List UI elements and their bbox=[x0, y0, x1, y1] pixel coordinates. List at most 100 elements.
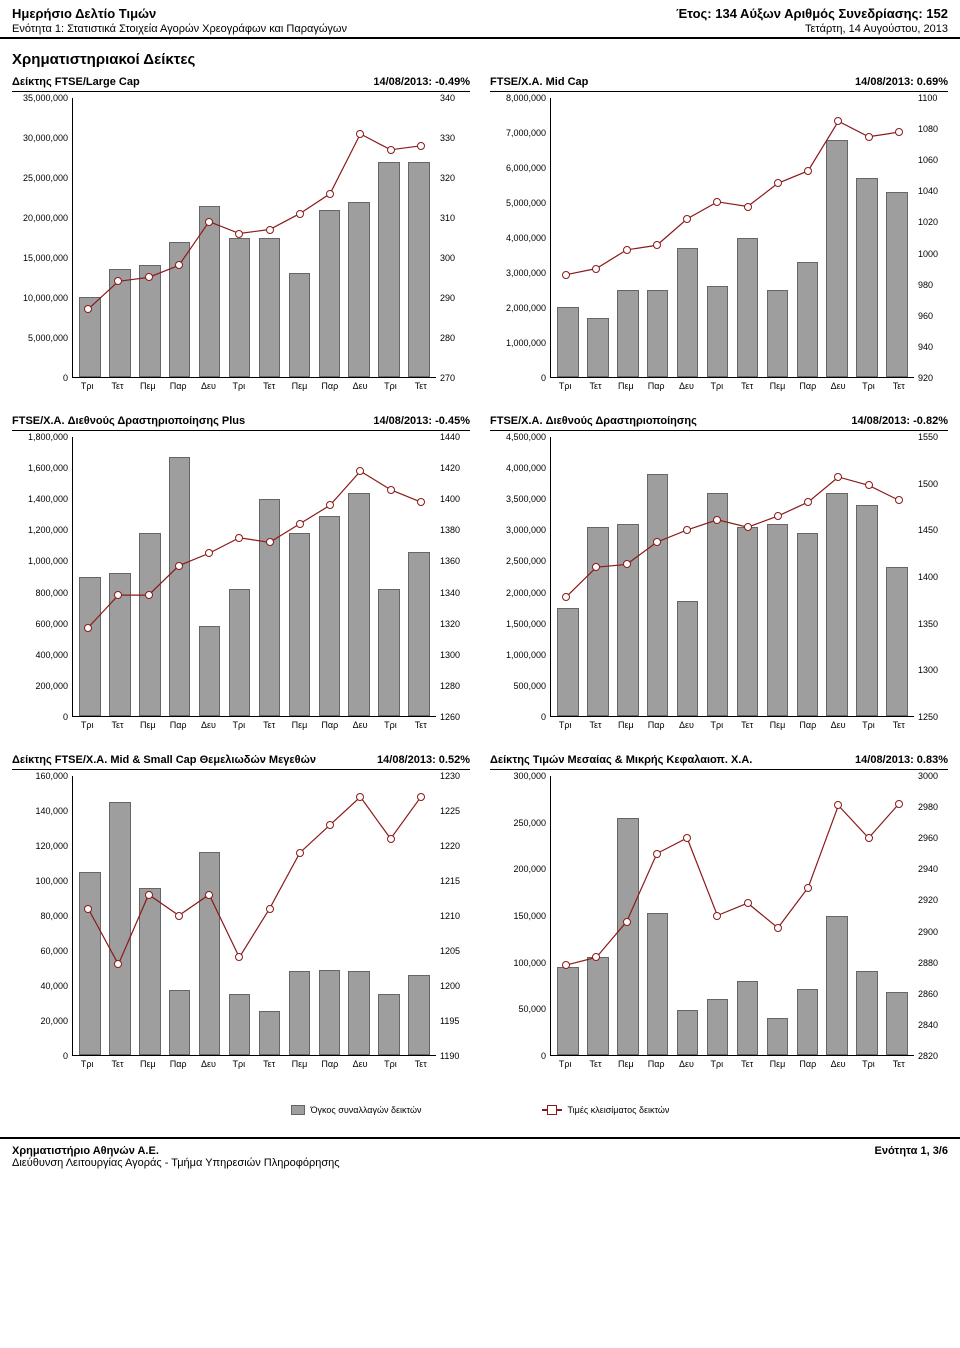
y-tick-left: 80,000 bbox=[40, 911, 68, 921]
y-tick-left: 200,000 bbox=[513, 864, 546, 874]
x-tick: Τετ bbox=[884, 717, 914, 730]
line-marker bbox=[744, 203, 752, 211]
y-tick-left: 1,800,000 bbox=[28, 432, 68, 442]
y-tick-right: 1100 bbox=[918, 93, 937, 103]
y-tick-right: 1450 bbox=[918, 525, 938, 535]
y-tick-left: 20,000 bbox=[40, 1016, 68, 1026]
line-marker bbox=[834, 473, 842, 481]
y-tick-right: 2980 bbox=[918, 802, 938, 812]
x-tick: Τρι bbox=[702, 378, 732, 391]
y-tick-left: 1,000,000 bbox=[28, 556, 68, 566]
x-tick: Τετ bbox=[732, 717, 762, 730]
line-marker bbox=[713, 912, 721, 920]
bars-layer bbox=[551, 98, 914, 377]
volume-bar bbox=[557, 967, 579, 1055]
y-tick-left: 4,000,000 bbox=[506, 463, 546, 473]
x-tick: Παρ bbox=[793, 378, 823, 391]
y-tick-left: 500,000 bbox=[513, 681, 546, 691]
line-marker bbox=[653, 538, 661, 546]
y-tick-right: 1060 bbox=[918, 155, 938, 165]
volume-bar bbox=[557, 608, 579, 717]
y-tick-right: 2920 bbox=[918, 895, 938, 905]
x-tick: Παρ bbox=[163, 378, 193, 391]
volume-bar bbox=[348, 202, 370, 377]
plot-area bbox=[72, 437, 436, 717]
volume-bar bbox=[79, 872, 101, 1055]
x-tick: Πεμ bbox=[611, 717, 641, 730]
x-tick: Τετ bbox=[732, 1056, 762, 1069]
line-marker bbox=[592, 265, 600, 273]
x-tick: Παρ bbox=[315, 1056, 345, 1069]
legend-line: Τιμές κλεισίματος δεικτών bbox=[542, 1105, 670, 1115]
volume-bar bbox=[856, 178, 878, 377]
line-swatch-icon bbox=[542, 1109, 562, 1111]
x-tick: Παρ bbox=[163, 717, 193, 730]
volume-bar bbox=[289, 971, 311, 1055]
y-tick-left: 7,000,000 bbox=[506, 128, 546, 138]
plot-area bbox=[550, 776, 914, 1056]
volume-bar bbox=[378, 994, 400, 1055]
y-tick-left: 3,000,000 bbox=[506, 525, 546, 535]
y-tick-left: 0 bbox=[63, 1051, 68, 1061]
y-tick-right: 310 bbox=[440, 213, 455, 223]
y-tick-right: 980 bbox=[918, 280, 933, 290]
x-tick: Παρ bbox=[315, 717, 345, 730]
bars-layer bbox=[551, 776, 914, 1055]
chart-0: Δείκτης FTSE/Large Cap14/08/2013: -0.49%… bbox=[12, 76, 470, 391]
x-tick: Δευ bbox=[345, 1056, 375, 1069]
x-tick: Τρι bbox=[702, 1056, 732, 1069]
y-tick-right: 2860 bbox=[918, 989, 938, 999]
line-marker bbox=[623, 560, 631, 568]
y-tick-right: 1360 bbox=[440, 556, 460, 566]
y-tick-right: 1380 bbox=[440, 525, 460, 535]
x-tick: Παρ bbox=[641, 378, 671, 391]
y-tick-right: 1350 bbox=[918, 619, 938, 629]
y-tick-left: 120,000 bbox=[35, 841, 68, 851]
line-marker bbox=[834, 801, 842, 809]
volume-bar bbox=[826, 140, 848, 377]
volume-bar bbox=[109, 802, 131, 1055]
line-marker bbox=[114, 591, 122, 599]
y-tick-right: 1440 bbox=[440, 432, 460, 442]
y-axis-right: 270280290300310320330340 bbox=[436, 98, 470, 378]
volume-bar bbox=[408, 975, 430, 1055]
y-tick-right: 1500 bbox=[918, 479, 938, 489]
x-tick: Παρ bbox=[641, 1056, 671, 1069]
line-marker bbox=[562, 961, 570, 969]
line-marker bbox=[235, 230, 243, 238]
x-tick: Δευ bbox=[345, 378, 375, 391]
chart-3: FTSE/X.A. Διεθνούς Δραστηριοποίησης14/08… bbox=[490, 415, 948, 730]
volume-bar bbox=[797, 533, 819, 716]
line-marker bbox=[417, 142, 425, 150]
chart-2: FTSE/X.A. Διεθνούς Δραστηριοποίησης Plus… bbox=[12, 415, 470, 730]
y-axis-left: 05,000,00010,000,00015,000,00020,000,000… bbox=[12, 98, 72, 378]
line-marker bbox=[266, 226, 274, 234]
y-tick-right: 1400 bbox=[918, 572, 938, 582]
volume-bar bbox=[856, 971, 878, 1055]
volume-bar bbox=[617, 524, 639, 716]
volume-bar bbox=[886, 567, 908, 716]
plot-area bbox=[550, 98, 914, 378]
y-tick-left: 10,000,000 bbox=[23, 293, 68, 303]
footer-dept: Διεύθυνση Λειτουργίας Αγοράς - Τμήμα Υπη… bbox=[12, 1157, 340, 1169]
y-tick-left: 200,000 bbox=[35, 681, 68, 691]
y-tick-right: 1250 bbox=[918, 712, 938, 722]
volume-bar bbox=[319, 516, 341, 716]
y-tick-left: 8,000,000 bbox=[506, 93, 546, 103]
legend-line-label: Τιμές κλεισίματος δεικτών bbox=[568, 1105, 670, 1115]
y-tick-left: 100,000 bbox=[35, 876, 68, 886]
x-tick: Πεμ bbox=[611, 378, 641, 391]
y-tick-left: 1,200,000 bbox=[28, 525, 68, 535]
x-tick: Τετ bbox=[254, 717, 284, 730]
y-axis-right: 2820284028602880290029202940296029803000 bbox=[914, 776, 948, 1056]
chart-date-value: 14/08/2013: -0.45% bbox=[373, 415, 470, 427]
y-axis-left: 01,000,0002,000,0003,000,0004,000,0005,0… bbox=[490, 98, 550, 378]
chart-1: FTSE/X.A. Mid Cap14/08/2013: 0.69%01,000… bbox=[490, 76, 948, 391]
x-tick: Τετ bbox=[580, 717, 610, 730]
volume-bar bbox=[677, 1010, 699, 1055]
x-tick: Τετ bbox=[406, 378, 436, 391]
x-tick: Πεμ bbox=[762, 378, 792, 391]
line-marker bbox=[592, 953, 600, 961]
line-marker bbox=[713, 198, 721, 206]
y-tick-right: 2960 bbox=[918, 833, 938, 843]
